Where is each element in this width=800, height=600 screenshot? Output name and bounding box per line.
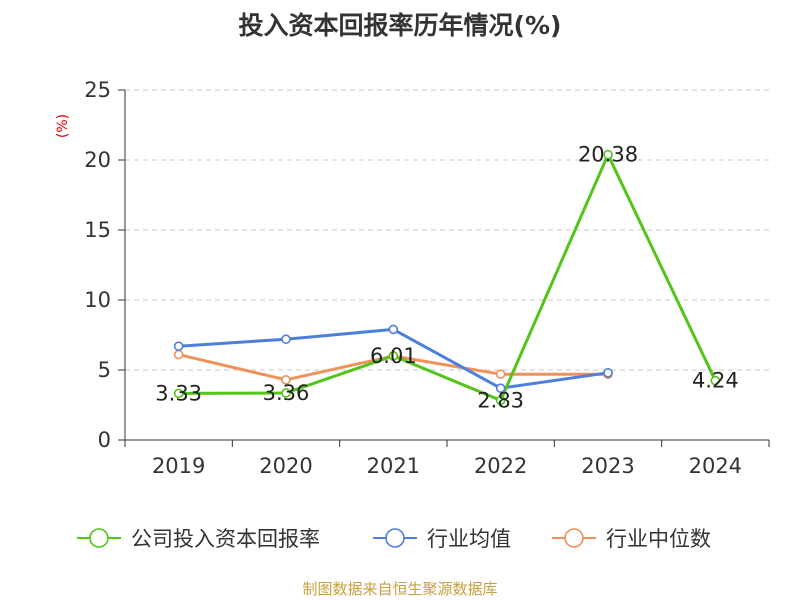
data-point — [495, 369, 506, 380]
legend-label: 行业中位数 — [606, 527, 711, 551]
data-point — [495, 383, 506, 394]
data-label: 6.01 — [370, 344, 417, 368]
data-point — [173, 388, 184, 399]
data-point — [710, 375, 721, 386]
data-label: 4.24 — [692, 369, 739, 393]
data-points — [173, 149, 721, 406]
grid-lines — [125, 89, 769, 371]
data-label: 20.38 — [578, 143, 638, 167]
legend-label: 公司投入资本回报率 — [131, 527, 320, 551]
y-tick-label: 0 — [98, 428, 111, 452]
data-source-note: 制图数据来自恒生聚源数据库 — [302, 580, 498, 598]
axes: 0 5 10 15 20 25 2019 2020 2021 2022 2023 2024 (%) — [55, 78, 770, 478]
data-point — [388, 324, 399, 335]
data-labels: 3.33 3.36 6.01 2.83 20.38 4.24 — [155, 143, 738, 413]
series-line — [178, 153, 717, 402]
data-point — [281, 374, 291, 385]
data-point — [281, 334, 291, 345]
data-label: 3.33 — [155, 381, 202, 405]
data-point — [495, 395, 506, 406]
data-point — [603, 367, 613, 378]
y-tick-label: 25 — [84, 78, 111, 102]
y-tick-label: 20 — [84, 148, 111, 172]
legend-marker — [89, 528, 109, 548]
legend-marker — [385, 528, 405, 548]
legend-marker — [564, 528, 584, 548]
y-tick-label: 15 — [84, 218, 111, 242]
x-tick-label: 2021 — [367, 454, 420, 478]
data-point — [173, 341, 184, 352]
x-tick-label: 2023 — [581, 454, 634, 478]
x-tick-label: 2022 — [474, 454, 527, 478]
y-tick-label: 10 — [84, 288, 111, 312]
x-tick-label: 2020 — [259, 454, 312, 478]
data-point — [388, 351, 399, 361]
data-label: 2.83 — [477, 388, 524, 412]
series-lines — [178, 153, 717, 402]
x-tick-label: 2019 — [152, 454, 205, 478]
y-axis-unit: (%) — [55, 114, 71, 138]
legend-label: 行业均值 — [427, 527, 511, 551]
data-point — [281, 388, 291, 398]
chart-title: 投入资本回报率历年情况(%) — [238, 11, 562, 40]
data-point — [173, 349, 184, 360]
legend: 公司投入资本回报率 行业均值 行业中位数 — [77, 527, 711, 551]
data-point — [603, 149, 613, 160]
x-tick-label: 2024 — [689, 454, 742, 478]
data-label: 3.36 — [263, 381, 310, 405]
y-tick-label: 5 — [98, 358, 111, 382]
